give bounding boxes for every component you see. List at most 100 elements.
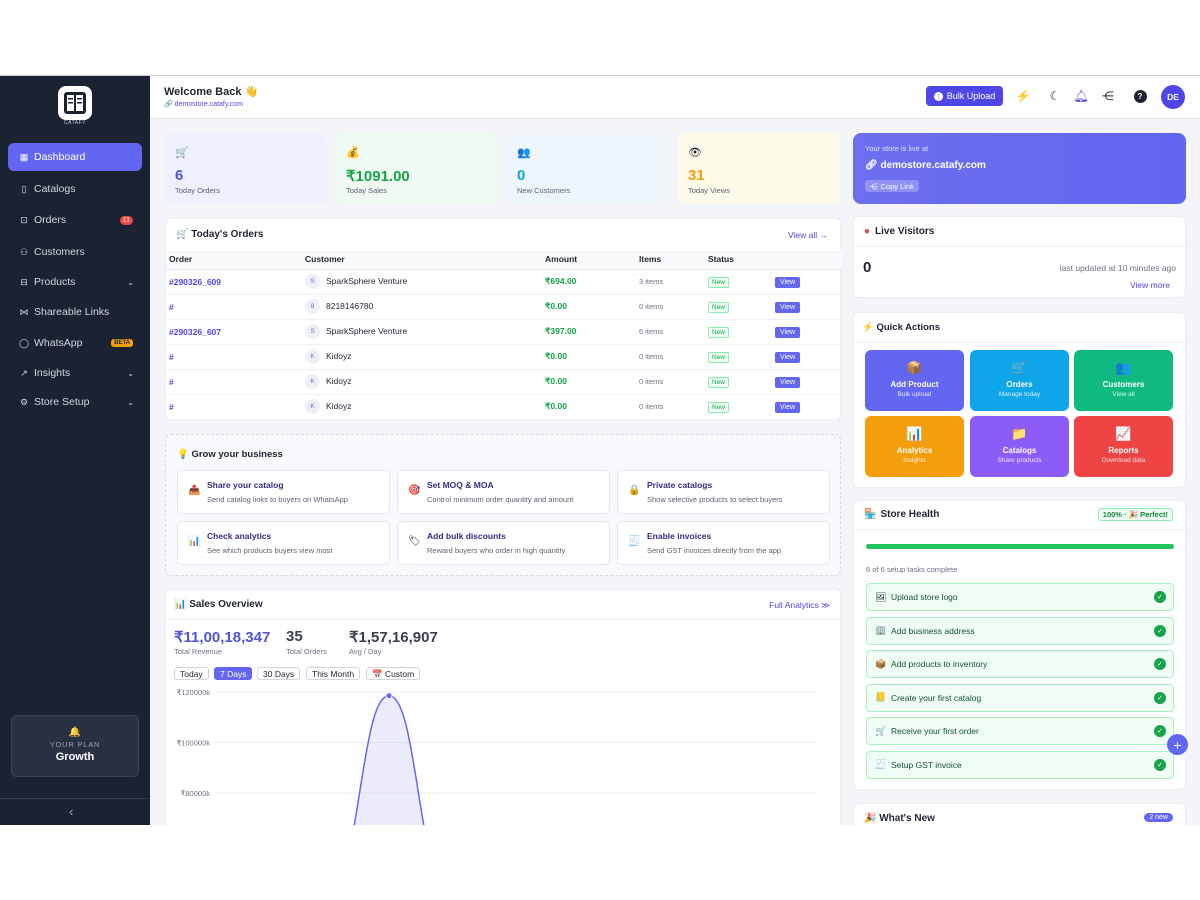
tip-icon: 📊: [188, 536, 201, 547]
task-label: Add products to inventory: [891, 659, 988, 669]
range-custom[interactable]: 📅 Custom: [366, 667, 421, 680]
grow-tip-item[interactable]: 🧾 Enable invoices Send GST invoices direct…: [617, 521, 830, 565]
health-badge: 100% · 🎉 Perfect!: [1097, 508, 1173, 521]
range-30-days[interactable]: 30 Days: [257, 667, 301, 680]
health-progress-fill: [866, 544, 1174, 549]
quick-action-customers-button[interactable]: 👥 Customers View all: [1074, 350, 1173, 411]
view-order-button[interactable]: View: [775, 351, 801, 363]
check-icon: ✓: [1154, 624, 1166, 637]
full-analytics-link[interactable]: Full Analytics ≫: [769, 600, 830, 610]
bulk-upload-button[interactable]: ↑ Bulk Upload: [926, 86, 1003, 106]
range-this-month[interactable]: This Month: [306, 667, 361, 680]
sidebar-item-label: Customers: [34, 246, 85, 258]
share-icon[interactable]: ⋲: [1102, 89, 1114, 103]
stat-card-orders[interactable]: 🛒 6 Today Orders: [165, 133, 327, 204]
divider: [166, 619, 842, 620]
order-id-link[interactable]: #: [166, 369, 302, 395]
grow-tip-item[interactable]: 📤 Share your catalog Send catalog links to…: [177, 470, 390, 514]
collapse-sidebar-icon[interactable]: ‹: [69, 804, 74, 819]
quick-action-reports-button[interactable]: 📈 Reports Download data: [1074, 416, 1173, 477]
store-live-url[interactable]: 🔗︎ demostore.catafy.com: [865, 160, 986, 171]
setup-task-item[interactable]: 📒 Create your first catalog ✓: [866, 683, 1174, 712]
bulk-upload-label: Bulk Upload: [946, 91, 996, 101]
view-all-orders-link[interactable]: View all →: [788, 230, 828, 240]
action-cell: View: [772, 344, 842, 370]
sidebar-item-dashboard[interactable]: ▦ Dashboard: [8, 143, 142, 171]
view-order-button[interactable]: View: [775, 326, 801, 338]
action-cell: View: [772, 319, 842, 345]
avatar[interactable]: DE: [1161, 85, 1185, 109]
order-id-link[interactable]: #: [166, 394, 302, 420]
order-id-link[interactable]: #290326_609: [166, 269, 302, 295]
table-row[interactable]: # K Kidoyz ₹0.00 0 items New View: [166, 344, 842, 370]
view-order-button[interactable]: View: [775, 276, 801, 288]
grow-tip-item[interactable]: 🏷 Add bulk discounts Reward buyers who ord…: [397, 521, 610, 565]
catafy-logo[interactable]: [58, 86, 92, 120]
stat-card-sales[interactable]: 💰 ₹1091.00 Today Sales: [336, 133, 498, 204]
view-order-button[interactable]: View: [775, 401, 801, 413]
stat-card-customers[interactable]: 👥 0 New Customers: [507, 133, 669, 204]
sidebar-item-shareable-links[interactable]: ⋈ Shareable Links: [8, 298, 142, 326]
view-order-button[interactable]: View: [775, 301, 801, 313]
sidebar-item-catalogs[interactable]: ▯ Catalogs: [8, 175, 142, 203]
quick-action-subtitle: Share products: [997, 457, 1042, 464]
divider: [854, 342, 1187, 343]
order-id-link[interactable]: #290326_607: [166, 319, 302, 345]
setup-task-item[interactable]: 🧾 Setup GST invoice ✓: [866, 750, 1174, 779]
tip-icon: 🏷: [408, 536, 421, 547]
table-row[interactable]: # K Kidoyz ₹0.00 0 items New View: [166, 394, 842, 420]
view-more-link[interactable]: View more: [1130, 280, 1170, 290]
quick-action-catalogs-button[interactable]: 📁 Catalogs Share products: [970, 416, 1069, 477]
quick-action-subtitle: Insights: [903, 457, 926, 464]
order-id-link[interactable]: #: [166, 294, 302, 320]
whatsapp-icon: ◯: [18, 337, 30, 348]
plan-card[interactable]: 🔔 YOUR PLAN Growth: [11, 715, 139, 777]
range-today[interactable]: Today: [174, 667, 209, 680]
moon-icon[interactable]: ☾: [1049, 89, 1061, 103]
help-icon[interactable]: ?: [1132, 87, 1148, 105]
sidebar-item-insights[interactable]: ↗ Insights ⌄: [8, 359, 142, 387]
stat-value: 6: [175, 167, 184, 184]
book-icon: ▯: [21, 183, 27, 194]
sidebar-item-orders[interactable]: ⊡ Orders 11: [8, 206, 142, 234]
peak-data-point[interactable]: [385, 692, 393, 700]
add-floating-button[interactable]: +: [1167, 734, 1188, 755]
order-id-link[interactable]: #: [166, 344, 302, 370]
grow-tip-item[interactable]: 🔒 Private catalogs Show selective products…: [617, 470, 830, 514]
setup-task-item[interactable]: 🛒 Receive your first order ✓: [866, 717, 1174, 745]
grow-tip-item[interactable]: 📊 Check analytics See which products buyer…: [177, 521, 390, 565]
tip-icon: 📤: [188, 485, 201, 496]
sidebar-item-store-setup[interactable]: ⚙ Store Setup ⌄: [8, 388, 142, 416]
column-header: [772, 250, 842, 270]
sidebar-item-customers[interactable]: ⚇ Customers: [8, 238, 142, 266]
range-7-days[interactable]: 7 Days: [214, 667, 253, 680]
quick-action-orders-button[interactable]: 🛒 Orders Manage today: [970, 350, 1069, 411]
sidebar-item-whatsapp[interactable]: ◯ WhatsApp BETA: [8, 329, 142, 357]
table-row[interactable]: #290326_607 S SparkSphere Venture ₹397.00 6 …: [166, 319, 842, 345]
copy-link-button[interactable]: ⋲ Copy Link: [865, 180, 919, 192]
setup-task-item[interactable]: 🏢 Add business address ✓: [866, 616, 1174, 645]
share-icon: ⋈: [19, 306, 29, 317]
quick-action-icon: 📁: [1011, 426, 1028, 441]
amount-cell: ₹0.00: [542, 369, 636, 395]
table-row[interactable]: #8 8218146780 ₹0.00 0 items New View: [166, 294, 842, 320]
stat-card-views[interactable]: 👁 31 Today Views: [678, 133, 840, 204]
setup-task-item[interactable]: 📦 Add products to inventory ✓: [866, 650, 1174, 678]
lightning-icon[interactable]: ⚡: [1015, 89, 1031, 103]
check-icon: ✓: [1154, 758, 1166, 771]
section-title: 📊 Sales Overview: [174, 599, 263, 610]
sidebar-item-products[interactable]: ⊟ Products ⌄: [8, 268, 142, 296]
task-icon: 📦: [875, 658, 887, 669]
view-order-button[interactable]: View: [775, 376, 801, 388]
quick-action-add-product-button[interactable]: 📦 Add Product Bulk upload: [865, 350, 964, 411]
table-row[interactable]: #290326_609 S SparkSphere Venture ₹694.00 3 …: [166, 269, 842, 295]
setup-task-item[interactable]: 🖼 Upload store logo ✓: [866, 583, 1174, 611]
grow-tip-item[interactable]: 🎯 Set MOQ & MOA Control minimum order quan…: [397, 470, 610, 514]
store-url-link[interactable]: 🔗 demostore.catafy.com: [164, 100, 243, 108]
table-row[interactable]: # K Kidoyz ₹0.00 0 items New View: [166, 369, 842, 395]
divider: [0, 798, 150, 799]
items-cell: 0 items: [636, 369, 705, 395]
bell-icon[interactable]: 🔔︎: [1073, 89, 1089, 103]
quick-action-analytics-button[interactable]: 📊 Analytics Insights: [865, 416, 964, 477]
store-health-title: Store Health: [880, 509, 940, 520]
